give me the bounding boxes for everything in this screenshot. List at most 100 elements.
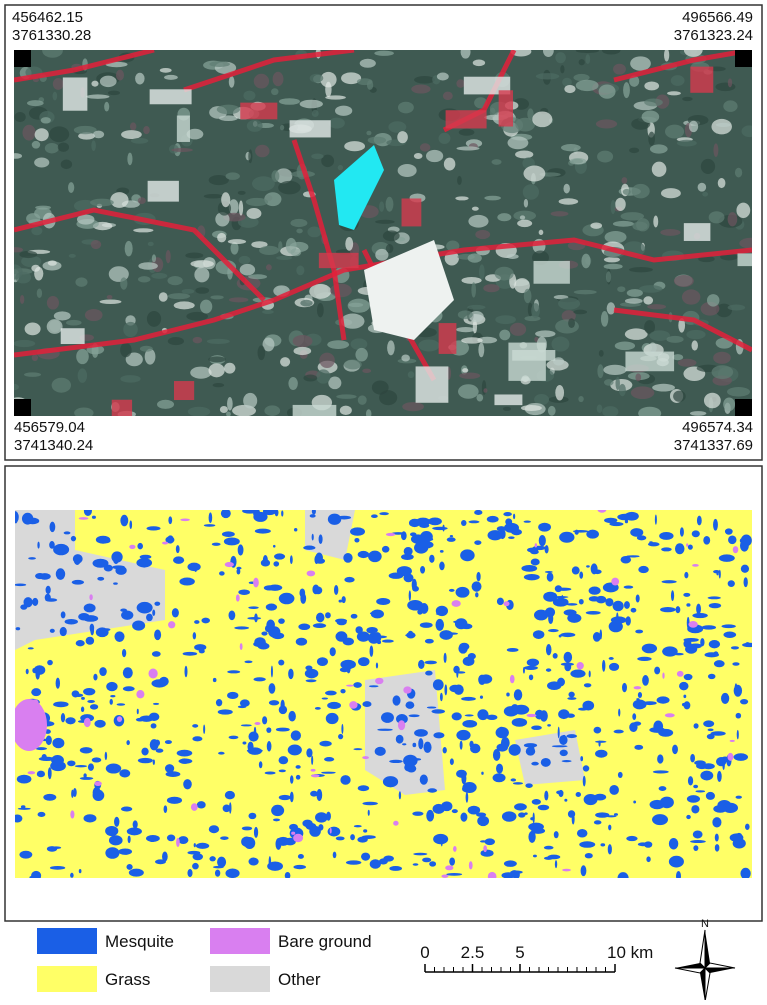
texture: [617, 286, 626, 293]
mesquite-patch: [714, 844, 720, 852]
texture: [34, 157, 50, 168]
texture: [26, 213, 41, 224]
texture: [47, 260, 57, 266]
mesquite-patch: [461, 772, 467, 785]
texture: [620, 212, 645, 221]
mesquite-patch: [194, 620, 200, 624]
mesquite-patch: [79, 777, 94, 780]
mesquite-patch: [145, 834, 160, 842]
mesquite-patch: [44, 593, 51, 602]
mesquite-patch: [37, 541, 40, 549]
texture: [42, 50, 63, 58]
bare-patch: [27, 771, 36, 775]
texture: [462, 368, 469, 373]
texture: [124, 240, 133, 257]
texture: [688, 120, 699, 133]
field: [737, 253, 752, 267]
texture: [147, 241, 154, 247]
bare-patch: [688, 621, 698, 628]
texture: [555, 319, 579, 334]
texture: [520, 404, 542, 412]
mesquite-patch: [743, 577, 748, 588]
texture: [677, 358, 697, 367]
texture: [137, 276, 151, 283]
mesquite-patch: [314, 586, 323, 595]
texture: [664, 50, 670, 62]
mesquite-patch: [514, 803, 527, 811]
mesquite-patch: [239, 699, 250, 707]
mesquite-patch: [326, 811, 331, 821]
texture: [476, 393, 484, 402]
mesquite-patch: [272, 818, 281, 822]
mesquite-patch: [201, 617, 210, 624]
mesquite-patch: [368, 685, 379, 688]
texture: [116, 69, 125, 81]
mesquite-patch: [266, 727, 272, 733]
texture: [469, 311, 484, 323]
mesquite-patch: [126, 863, 133, 870]
mesquite-patch: [600, 843, 606, 847]
mesquite-patch: [27, 647, 34, 650]
scale-label: 0: [420, 943, 429, 962]
mesquite-patch: [376, 640, 382, 645]
texture: [190, 260, 214, 268]
mesquite-patch: [280, 699, 285, 711]
mesquite-patch: [426, 809, 435, 822]
mesquite-patch: [501, 872, 516, 878]
mesquite-patch: [503, 512, 512, 517]
field: [415, 366, 449, 403]
bare-patch: [576, 661, 584, 670]
texture: [523, 165, 546, 182]
mesquite-patch: [358, 657, 370, 667]
mesquite-patch: [405, 701, 415, 709]
texture: [648, 131, 656, 146]
mesquite-patch: [540, 757, 551, 767]
mesquite-patch: [83, 687, 96, 696]
texture: [300, 299, 313, 307]
mesquite-patch: [406, 632, 416, 639]
mesquite-patch: [467, 653, 476, 660]
mesquite-patch: [712, 817, 722, 828]
mesquite-patch: [272, 544, 276, 548]
mesquite-patch: [136, 708, 139, 715]
top-panel-frame: [4, 4, 763, 461]
river: [291, 139, 347, 341]
texture: [288, 377, 298, 390]
mesquite-patch: [460, 812, 468, 822]
mesquite-patch: [732, 662, 740, 666]
mesquite-patch: [377, 728, 393, 731]
mesquite-patch: [608, 662, 620, 671]
mesquite-patch: [79, 747, 93, 754]
field: [364, 240, 454, 340]
mesquite-patch: [325, 690, 337, 696]
mesquite-patch: [262, 555, 268, 566]
field: [176, 115, 190, 142]
mesquite-patch: [336, 618, 347, 626]
mesquite-patch: [94, 719, 106, 728]
texture: [678, 318, 686, 333]
mesquite-patch: [449, 758, 454, 766]
mesquite-patch: [713, 804, 728, 813]
mesquite-patch: [552, 597, 569, 607]
texture: [532, 111, 553, 128]
mesquite-patch: [429, 554, 435, 563]
mesquite-patch: [244, 660, 253, 664]
mesquite-patch: [692, 830, 703, 839]
mesquite-patch: [623, 601, 630, 609]
mesquite-patch: [15, 627, 21, 631]
texture: [76, 348, 89, 365]
texture: [603, 256, 620, 263]
mesquite-patch: [278, 618, 285, 624]
mesquite-patch: [49, 865, 66, 870]
mesquite-patch: [116, 703, 126, 706]
mesquite-patch: [578, 707, 588, 711]
bottom-panel-frame: [4, 465, 763, 922]
mesquite-patch: [193, 843, 196, 848]
texture: [187, 406, 211, 416]
texture: [564, 84, 576, 94]
mesquite-patch: [28, 557, 36, 560]
mesquite-patch: [531, 761, 539, 766]
mesquite-patch: [382, 776, 399, 788]
river: [14, 50, 155, 83]
mesquite-patch: [154, 859, 166, 865]
